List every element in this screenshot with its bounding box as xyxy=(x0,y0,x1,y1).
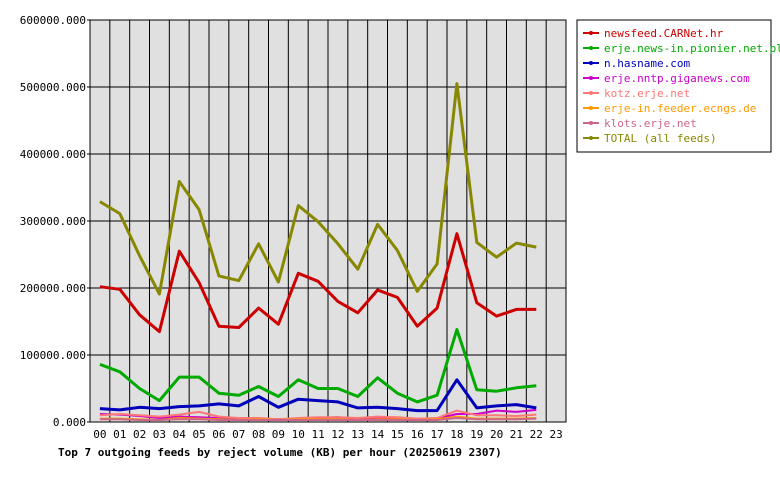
legend-label: erje.news-in.pionier.net.pl xyxy=(604,42,780,55)
legend-label: newsfeed.CARNet.hr xyxy=(604,27,724,40)
x-tick-label: 09 xyxy=(272,428,285,441)
legend-label: klots.erje.net xyxy=(604,117,697,130)
y-tick-label: 600000.000 xyxy=(20,14,86,27)
legend-label: erje-in.feeder.ecngs.de xyxy=(604,102,756,115)
y-tick-label: 0.000 xyxy=(53,416,86,429)
x-tick-label: 02 xyxy=(133,428,146,441)
legend-marker xyxy=(589,136,593,140)
x-tick-label: 23 xyxy=(549,428,562,441)
y-tick-label: 500000.000 xyxy=(20,81,86,94)
legend: newsfeed.CARNet.hr erje.news-in.pionier.n… xyxy=(576,19,780,153)
x-tick-label: 15 xyxy=(391,428,404,441)
x-tick-label: 05 xyxy=(192,428,205,441)
x-tick-label: 01 xyxy=(113,428,126,441)
legend-label: kotz.erje.net xyxy=(604,87,690,100)
x-tick-label: 06 xyxy=(212,428,225,441)
y-tick-label: 400000.000 xyxy=(20,148,86,161)
legend-label: n.hasname.com xyxy=(604,57,690,70)
legend-marker xyxy=(589,106,593,110)
legend-marker xyxy=(589,76,593,80)
x-tick-label: 03 xyxy=(153,428,166,441)
x-axis-ticks: 00 01 02 03 04 05 06 07 08 09 10 11 12 13 14 15 16 17 18 19… xyxy=(93,428,562,441)
legend-marker xyxy=(589,31,593,35)
series-line-6 xyxy=(99,417,537,421)
x-tick-label: 08 xyxy=(252,428,265,441)
x-tick-label: 00 xyxy=(93,428,106,441)
legend-marker xyxy=(589,61,593,65)
series-lines xyxy=(99,82,537,421)
series-line-1 xyxy=(99,328,537,404)
x-tick-label: 16 xyxy=(411,428,424,441)
chart-title: Top 7 outgoing feeds by reject volume (K… xyxy=(58,446,502,459)
x-tick-label: 04 xyxy=(173,428,187,441)
x-tick-label: 19 xyxy=(470,428,483,441)
x-tick-label: 22 xyxy=(530,428,543,441)
x-tick-label: 10 xyxy=(292,428,305,441)
y-tick-label: 200000.000 xyxy=(20,282,86,295)
x-tick-label: 12 xyxy=(331,428,344,441)
y-axis-ticks: 0.000 100000.000 200000.000 300000.000 40000… xyxy=(20,14,90,429)
legend-label: TOTAL (all feeds) xyxy=(604,132,717,145)
y-tick-label: 300000.000 xyxy=(20,215,86,228)
x-tick-label: 17 xyxy=(430,428,443,441)
x-tick-label: 14 xyxy=(371,428,385,441)
series-line-4 xyxy=(99,409,537,421)
legend-label: erje.nntp.giganews.com xyxy=(604,72,750,85)
x-tick-label: 11 xyxy=(311,428,324,441)
x-tick-label: 18 xyxy=(450,428,463,441)
series-line-7 xyxy=(99,82,537,296)
x-tick-label: 20 xyxy=(490,428,503,441)
legend-marker xyxy=(589,46,593,50)
series-line-2 xyxy=(99,378,537,413)
x-tick-label: 13 xyxy=(351,428,364,441)
legend-marker xyxy=(589,91,593,95)
x-tick-label: 21 xyxy=(510,428,523,441)
legend-marker xyxy=(589,121,593,125)
series-line-0 xyxy=(99,232,537,334)
legend-box xyxy=(576,19,772,153)
y-tick-label: 100000.000 xyxy=(20,349,86,362)
grid-lines xyxy=(90,20,566,422)
x-tick-label: 07 xyxy=(232,428,245,441)
